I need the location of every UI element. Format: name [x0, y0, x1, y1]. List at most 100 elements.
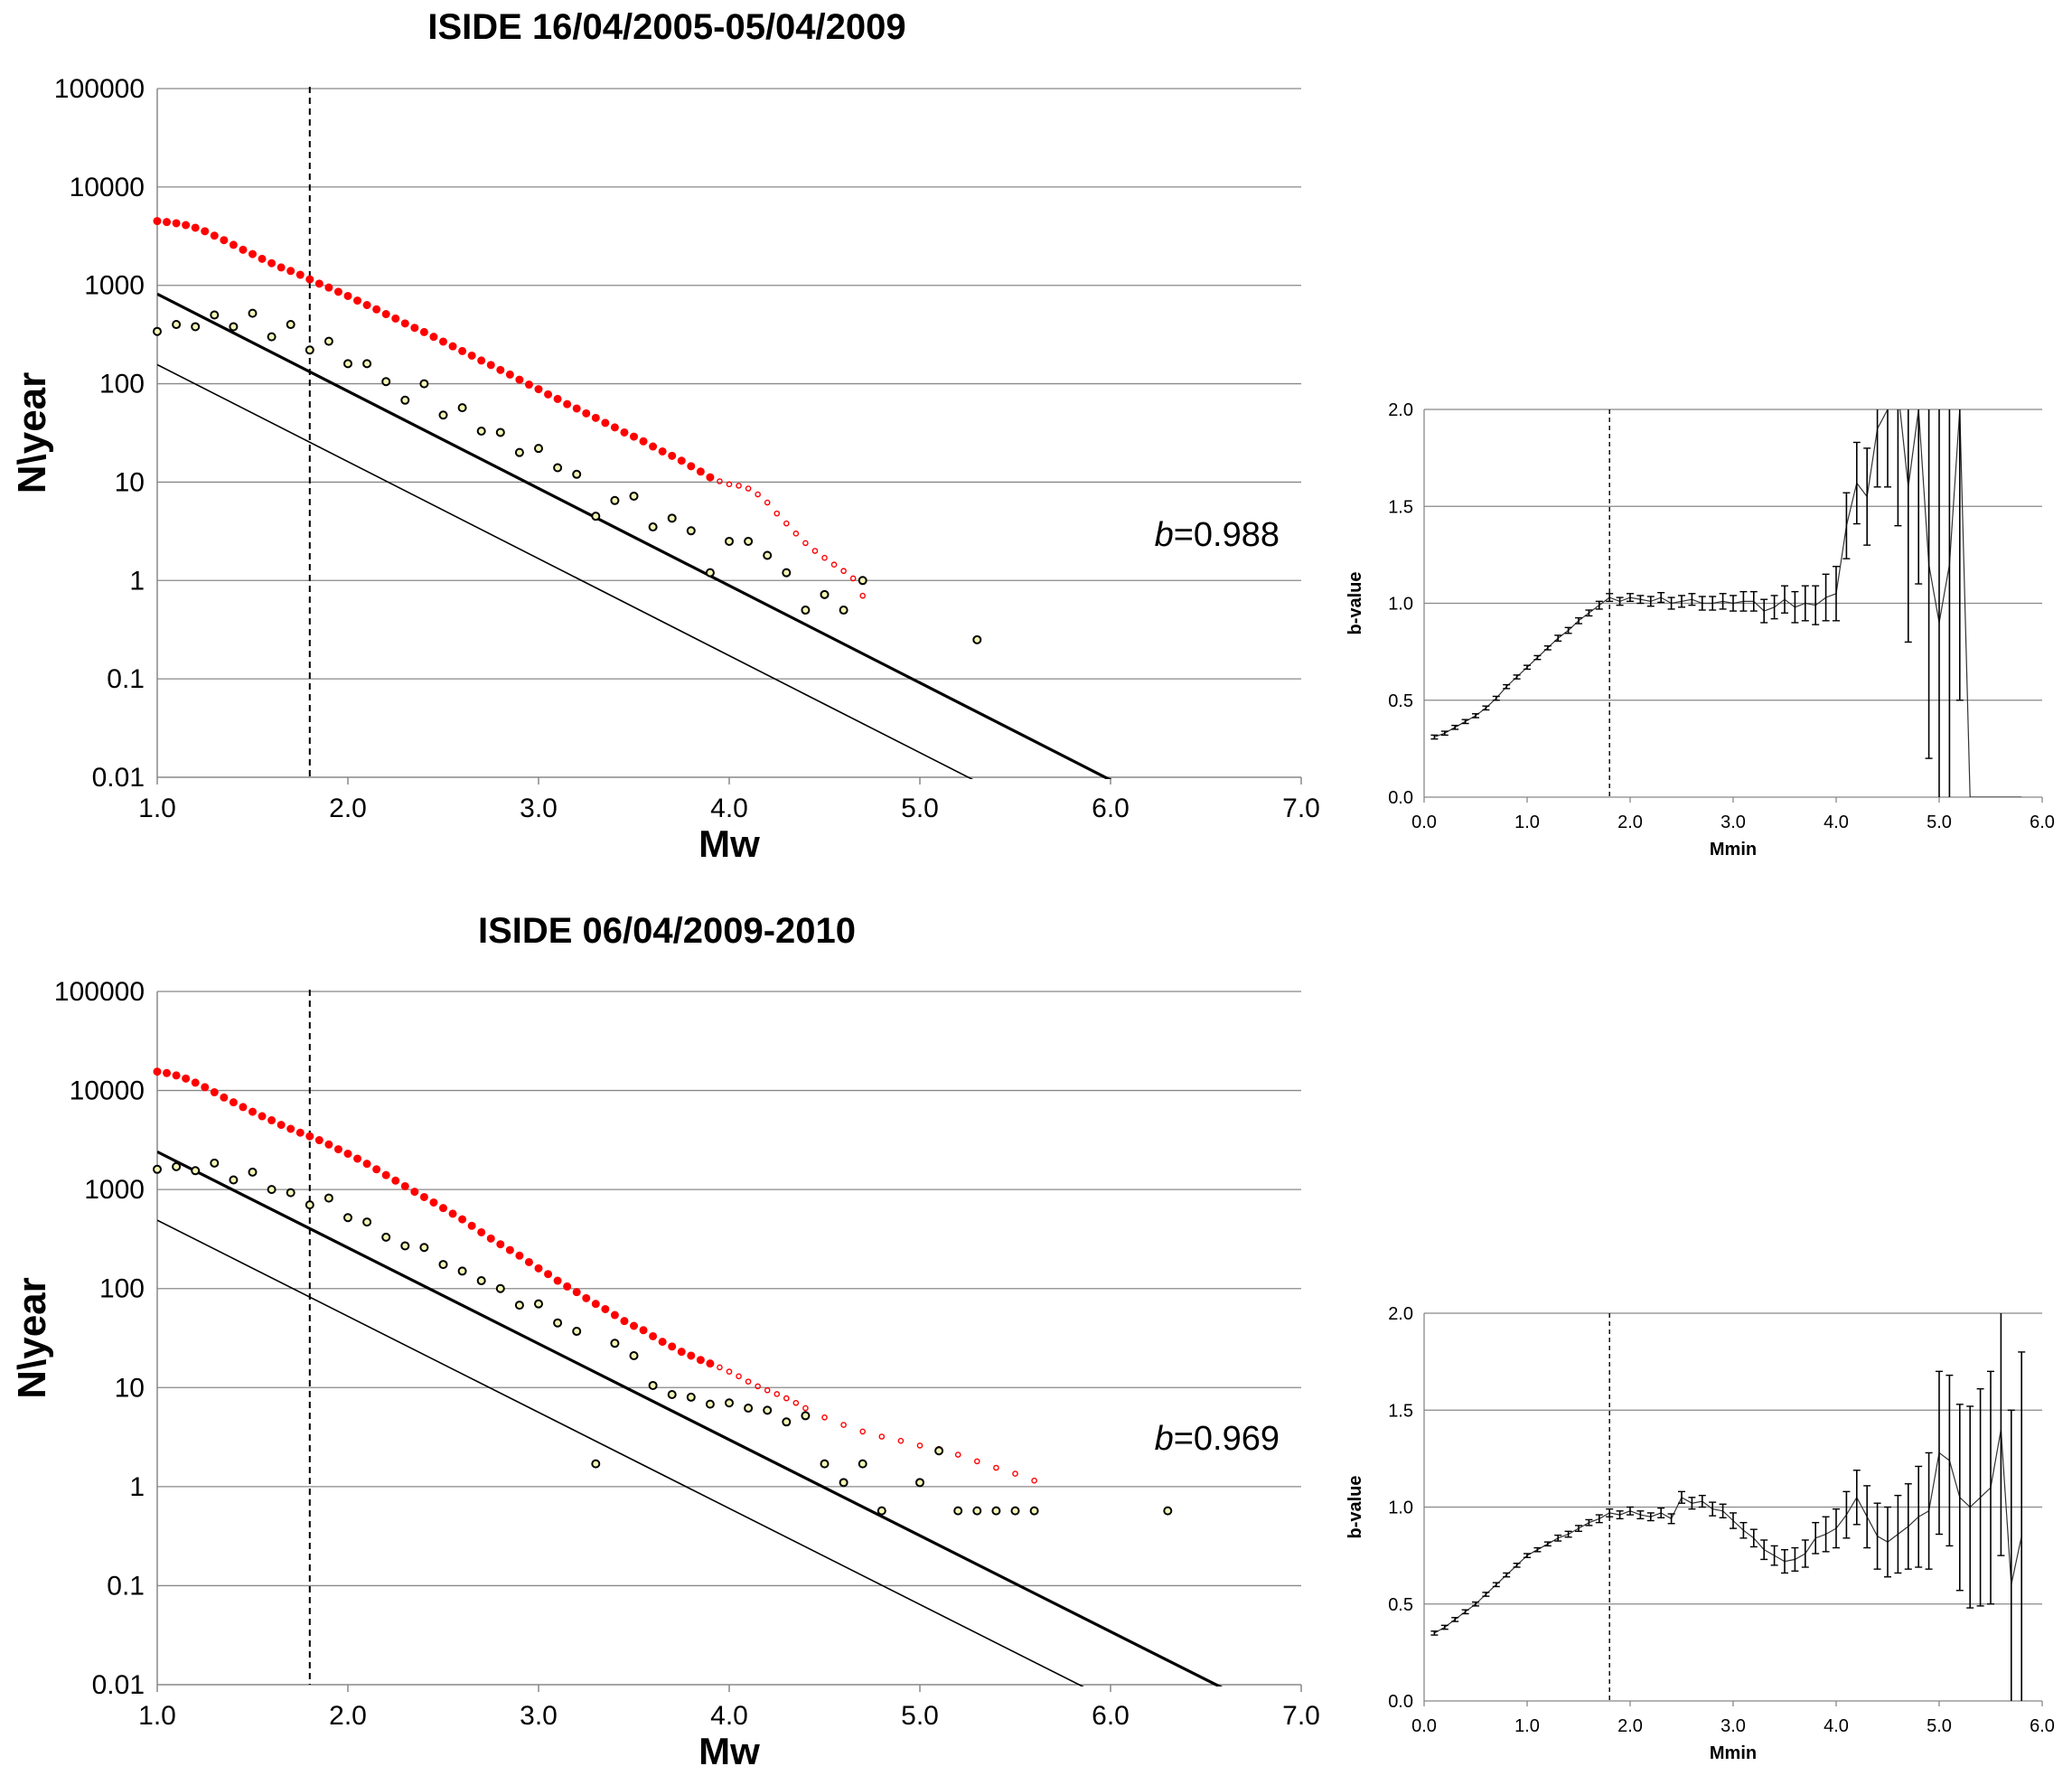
x-tick-label: 5.0: [901, 1701, 939, 1731]
cumulative-point: [486, 1234, 495, 1243]
x-tick-label: 6.0: [1092, 1701, 1130, 1731]
incremental-point: [591, 512, 601, 521]
cumulative-point: [191, 1078, 200, 1087]
cumulative-point: [639, 1326, 648, 1335]
incremental-point: [858, 576, 867, 586]
cumulative-point: [505, 1245, 514, 1254]
b-value-annotation: b=0.969: [1155, 1420, 1280, 1458]
cumulative-point: [163, 1068, 172, 1077]
cumulative-point: [362, 1160, 371, 1169]
incremental-point: [553, 463, 563, 473]
cumulative-point: [477, 356, 486, 365]
cumulative-point: [295, 1128, 305, 1137]
incremental-point: [248, 308, 258, 318]
cumulative-point: [362, 301, 371, 310]
incremental-point: [629, 1350, 639, 1360]
cumulative-point: [439, 1204, 448, 1213]
cumulative-point: [821, 554, 828, 561]
cumulative-point: [239, 1103, 248, 1112]
y-tick-label: 1: [129, 1472, 145, 1502]
incremental-point: [210, 1158, 220, 1168]
cumulative-point: [717, 1364, 723, 1371]
cumulative-point: [601, 418, 610, 427]
cumulative-point: [792, 531, 800, 537]
b-value-chart-top: 0.0 0.5 1.0 1.5 2.0 0.0 1.0 2.0 3.0 4.0 5.0 6.0 Mmin…: [1345, 400, 2055, 860]
cumulative-point: [305, 1132, 314, 1141]
cumulative-point: [201, 1083, 210, 1092]
incremental-point: [629, 491, 639, 501]
cumulative-point: [726, 481, 733, 488]
cumulative-point: [324, 1140, 333, 1149]
incremental-point: [991, 1506, 1001, 1516]
cumulative-point: [410, 1188, 419, 1197]
cumulative-point: [467, 351, 476, 360]
cumulative-point: [630, 432, 639, 441]
b-value-chart-bottom: 0.0 0.5 1.0 1.5 2.0 0.0 1.0 2.0 3.0 4.0 5.0 6.0 Mmin…: [1345, 1304, 2055, 1763]
x-tick-label: 0.0: [1411, 813, 1437, 832]
cumulative-point: [267, 1116, 277, 1125]
cumulative-point: [668, 1342, 677, 1351]
cumulative-point: [563, 399, 572, 409]
cumulative-fit-line: [157, 292, 1112, 779]
cumulative-point: [658, 1338, 667, 1347]
cumulative-point: [610, 423, 619, 432]
cumulative-point: [305, 275, 314, 284]
incremental-point: [591, 1459, 601, 1469]
cumulative-point: [295, 270, 305, 279]
gutenberg-richter-chart-top: 0.01 0.1 1 10 100 1000 10000 100000 1.0 2.0 3.0 4.0…: [10, 74, 1320, 865]
cumulative-point: [802, 1405, 809, 1412]
cumulative-point: [515, 1251, 524, 1260]
x-tick-label: 4.0: [710, 794, 748, 823]
cumulative-point: [277, 1121, 286, 1130]
x-tick-label: 7.0: [1282, 794, 1320, 823]
cumulative-point: [639, 437, 648, 446]
incremental-point: [744, 1404, 754, 1414]
x-tick-label: 3.0: [520, 794, 558, 823]
x-tick-label: 2.0: [329, 794, 367, 823]
cumulative-point: [324, 283, 333, 292]
incremental-point: [153, 326, 162, 336]
cumulative-point: [677, 1348, 686, 1357]
incremental-point: [534, 444, 543, 454]
incremental-point: [286, 1188, 295, 1198]
incremental-point: [305, 1200, 314, 1210]
cumulative-point: [591, 413, 600, 422]
incremental-point: [476, 426, 486, 436]
cumulative-point: [534, 1264, 543, 1273]
cumulative-point: [821, 1414, 828, 1421]
cumulative-point: [286, 1124, 295, 1133]
incremental-point: [534, 1299, 543, 1309]
y-tick-label: 0.01: [92, 763, 145, 793]
y-tick-label: 1000: [84, 271, 145, 301]
incremental-point: [667, 513, 677, 523]
cumulative-point: [677, 456, 686, 465]
cumulative-point: [736, 483, 742, 489]
incremental-point: [323, 1193, 333, 1203]
x-tick-label: 7.0: [1282, 1701, 1320, 1731]
incremental-point: [686, 1392, 696, 1402]
cumulative-point: [381, 310, 390, 319]
cumulative-point: [534, 385, 543, 394]
cumulative-point: [802, 540, 809, 547]
cumulative-point: [153, 1067, 162, 1076]
y-tick-label: 100000: [54, 74, 145, 104]
cumulative-point: [343, 291, 352, 300]
cumulative-point: [601, 1304, 610, 1313]
cumulative-point: [524, 1257, 533, 1266]
cumulative-point: [553, 1276, 562, 1285]
cumulative-point: [477, 1227, 486, 1236]
cumulative-point: [755, 1383, 761, 1390]
cumulative-point: [333, 1145, 342, 1154]
incremental-point: [323, 336, 333, 346]
cumulative-point: [610, 1311, 619, 1320]
incremental-point: [553, 1318, 563, 1328]
cumulative-point: [764, 499, 771, 506]
cumulative-point: [248, 1107, 258, 1116]
cumulative-point: [687, 462, 696, 471]
y-tick-label: 1: [129, 566, 145, 596]
cumulative-fit-line: [157, 1150, 1224, 1686]
cumulative-point: [439, 337, 448, 346]
cumulative-point: [210, 1088, 219, 1097]
incremental-point: [343, 359, 352, 369]
